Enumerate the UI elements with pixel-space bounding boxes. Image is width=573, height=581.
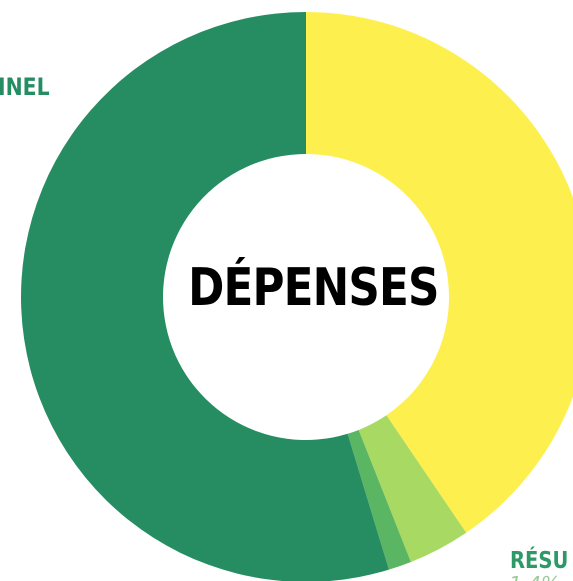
donut-segments [20,12,573,581]
cropped-label-bottom-right-value: 1,4% [509,572,560,581]
chart-title: DÉPENSES [188,258,439,318]
cropped-label-bottom-right: RÉSU [510,548,569,574]
donut-segment-3 [347,429,411,570]
donut-segment-4 [20,12,389,581]
donut-segment-2 [358,415,467,562]
cropped-label-left: INEL [0,73,50,101]
donut-segment-1 [306,12,573,533]
